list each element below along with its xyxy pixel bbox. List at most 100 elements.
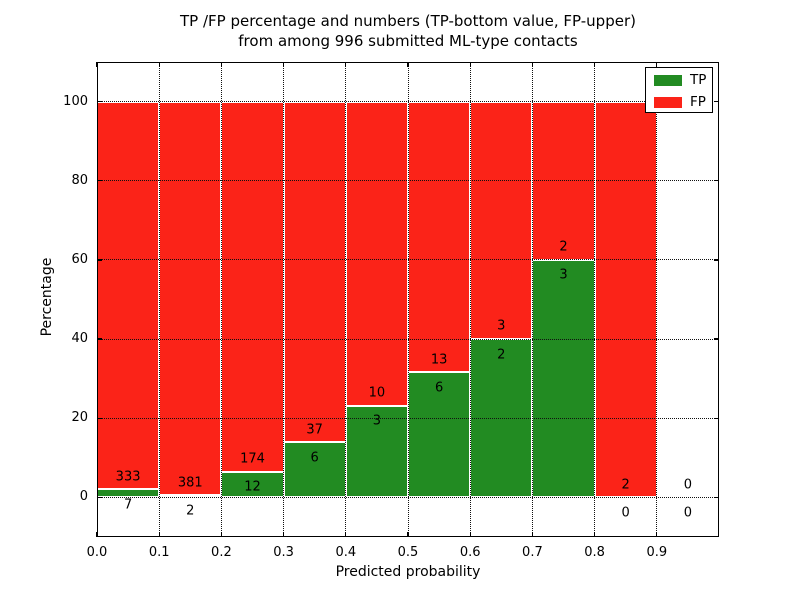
tp-count-label: 2: [186, 503, 195, 519]
x-tick-label: 0.7: [522, 545, 543, 560]
x-tick-mark: [531, 62, 534, 67]
bar-segment-fp: [283, 101, 346, 443]
tp-count-label: 3: [559, 267, 568, 283]
bar-segment-tp: [532, 259, 595, 498]
plot-area: 333 7 381 2 174 12 37 6 10 3 13 6 3 2 2 3 2 0 0 0: [96, 62, 719, 537]
x-tick-mark: [96, 532, 98, 537]
x-tick-mark: [407, 532, 409, 537]
y-tick-label: 20: [71, 410, 88, 426]
tp-count-label: 6: [434, 380, 444, 396]
x-tick-mark: [220, 62, 223, 67]
y-tick-mark: [714, 338, 719, 340]
x-tick-label: 0.9: [646, 545, 668, 560]
x-tick-mark: [158, 62, 160, 67]
x-tick-label: 0.4: [335, 545, 357, 560]
x-tick-mark: [656, 532, 658, 537]
tp-color-swatch: [654, 75, 682, 86]
gridline-horizontal: [97, 417, 719, 419]
fp-count-label: 3: [497, 318, 506, 334]
y-tick-label: 80: [71, 172, 88, 188]
x-tick-mark: [220, 532, 223, 537]
chart-title-line1: TP /FP percentage and numbers (TP-bottom…: [180, 12, 636, 30]
x-tick-label: 0.5: [397, 545, 419, 560]
x-tick-label: 0.2: [211, 545, 232, 560]
y-tick-label: 40: [71, 331, 88, 347]
y-tick-mark: [714, 259, 719, 261]
bar-segment-fp: [97, 101, 160, 490]
gridline-vertical: [158, 62, 160, 537]
bar-segment-tp: [159, 495, 222, 498]
fp-count-label: 174: [240, 451, 265, 467]
gridline-vertical: [531, 62, 533, 537]
legend-label-tp: TP: [690, 71, 707, 88]
tp-count-label: 0: [621, 505, 630, 521]
y-tick-mark: [97, 100, 102, 103]
y-tick-mark: [714, 496, 719, 499]
bar-segment-tp: [345, 406, 408, 498]
x-tick-mark: [656, 62, 658, 67]
y-tick-mark: [97, 496, 102, 499]
x-tick-label: 0.3: [273, 545, 294, 560]
tp-count-label: 3: [372, 413, 382, 429]
y-tick-label: 60: [71, 251, 88, 267]
x-tick-mark: [594, 62, 596, 67]
y-tick-mark: [97, 417, 102, 419]
bar-segment-fp: [159, 101, 222, 496]
bar-segment-fp: [594, 101, 657, 498]
x-axis-label: Predicted probability: [335, 564, 481, 580]
bar-segment-tp: [408, 372, 471, 498]
bar-segment-fp: [221, 101, 284, 472]
gridline-vertical: [594, 62, 596, 537]
chart-title-line2: from among 996 submitted ML-type contact…: [238, 31, 578, 50]
x-tick-mark: [345, 62, 347, 67]
x-tick-mark: [531, 532, 534, 537]
chart-title: TP /FP percentage and numbers (TP-bottom…: [97, 12, 719, 51]
tp-count-label: 0: [683, 505, 693, 521]
x-tick-label: 0.6: [459, 545, 481, 560]
x-tick-mark: [407, 62, 409, 67]
x-tick-mark: [96, 62, 98, 67]
legend-item-tp: TP: [646, 71, 712, 90]
tp-count-label: 2: [497, 347, 506, 363]
gridline-vertical: [345, 62, 347, 537]
y-axis-label: Percentage: [39, 257, 55, 337]
x-tick-mark: [594, 532, 596, 537]
fp-count-label: 381: [177, 475, 203, 491]
fp-count-label: 0: [683, 477, 693, 493]
gridline-horizontal: [97, 259, 719, 261]
x-tick-mark: [158, 532, 160, 537]
bar-segment-fp: [408, 101, 471, 373]
fp-count-label: 2: [559, 239, 568, 255]
gridline-vertical: [220, 62, 222, 537]
gridline-horizontal: [97, 180, 719, 182]
gridline-vertical: [656, 62, 658, 537]
x-tick-mark: [283, 532, 285, 537]
tp-count-label: 12: [244, 479, 261, 495]
legend-label-fp: FP: [690, 93, 706, 110]
y-tick-mark: [714, 417, 719, 419]
fp-count-label: 13: [430, 352, 448, 368]
x-tick-mark: [345, 532, 347, 537]
x-tick-mark: [283, 62, 285, 67]
tp-count-label: 6: [310, 450, 319, 466]
fp-color-swatch: [654, 97, 682, 108]
y-tick-mark: [97, 259, 102, 261]
x-tick-mark: [469, 62, 471, 67]
y-tick-mark: [97, 338, 102, 340]
gridline-vertical: [283, 62, 285, 537]
x-tick-label: 0.8: [584, 545, 605, 560]
fp-count-label: 10: [368, 385, 386, 401]
x-tick-label: 0.0: [86, 545, 108, 560]
y-tick-mark: [714, 100, 719, 103]
gridline-horizontal: [97, 496, 719, 498]
x-tick-mark: [469, 532, 471, 537]
fp-count-label: 333: [115, 469, 141, 485]
gridline-horizontal: [97, 101, 719, 103]
bar-segment-tp: [283, 442, 346, 498]
y-tick-mark: [97, 180, 102, 182]
gridline-horizontal: [97, 338, 719, 340]
legend: TP FP: [645, 67, 713, 113]
bar-segment-fp: [470, 101, 533, 340]
fp-count-label: 2: [621, 477, 630, 493]
